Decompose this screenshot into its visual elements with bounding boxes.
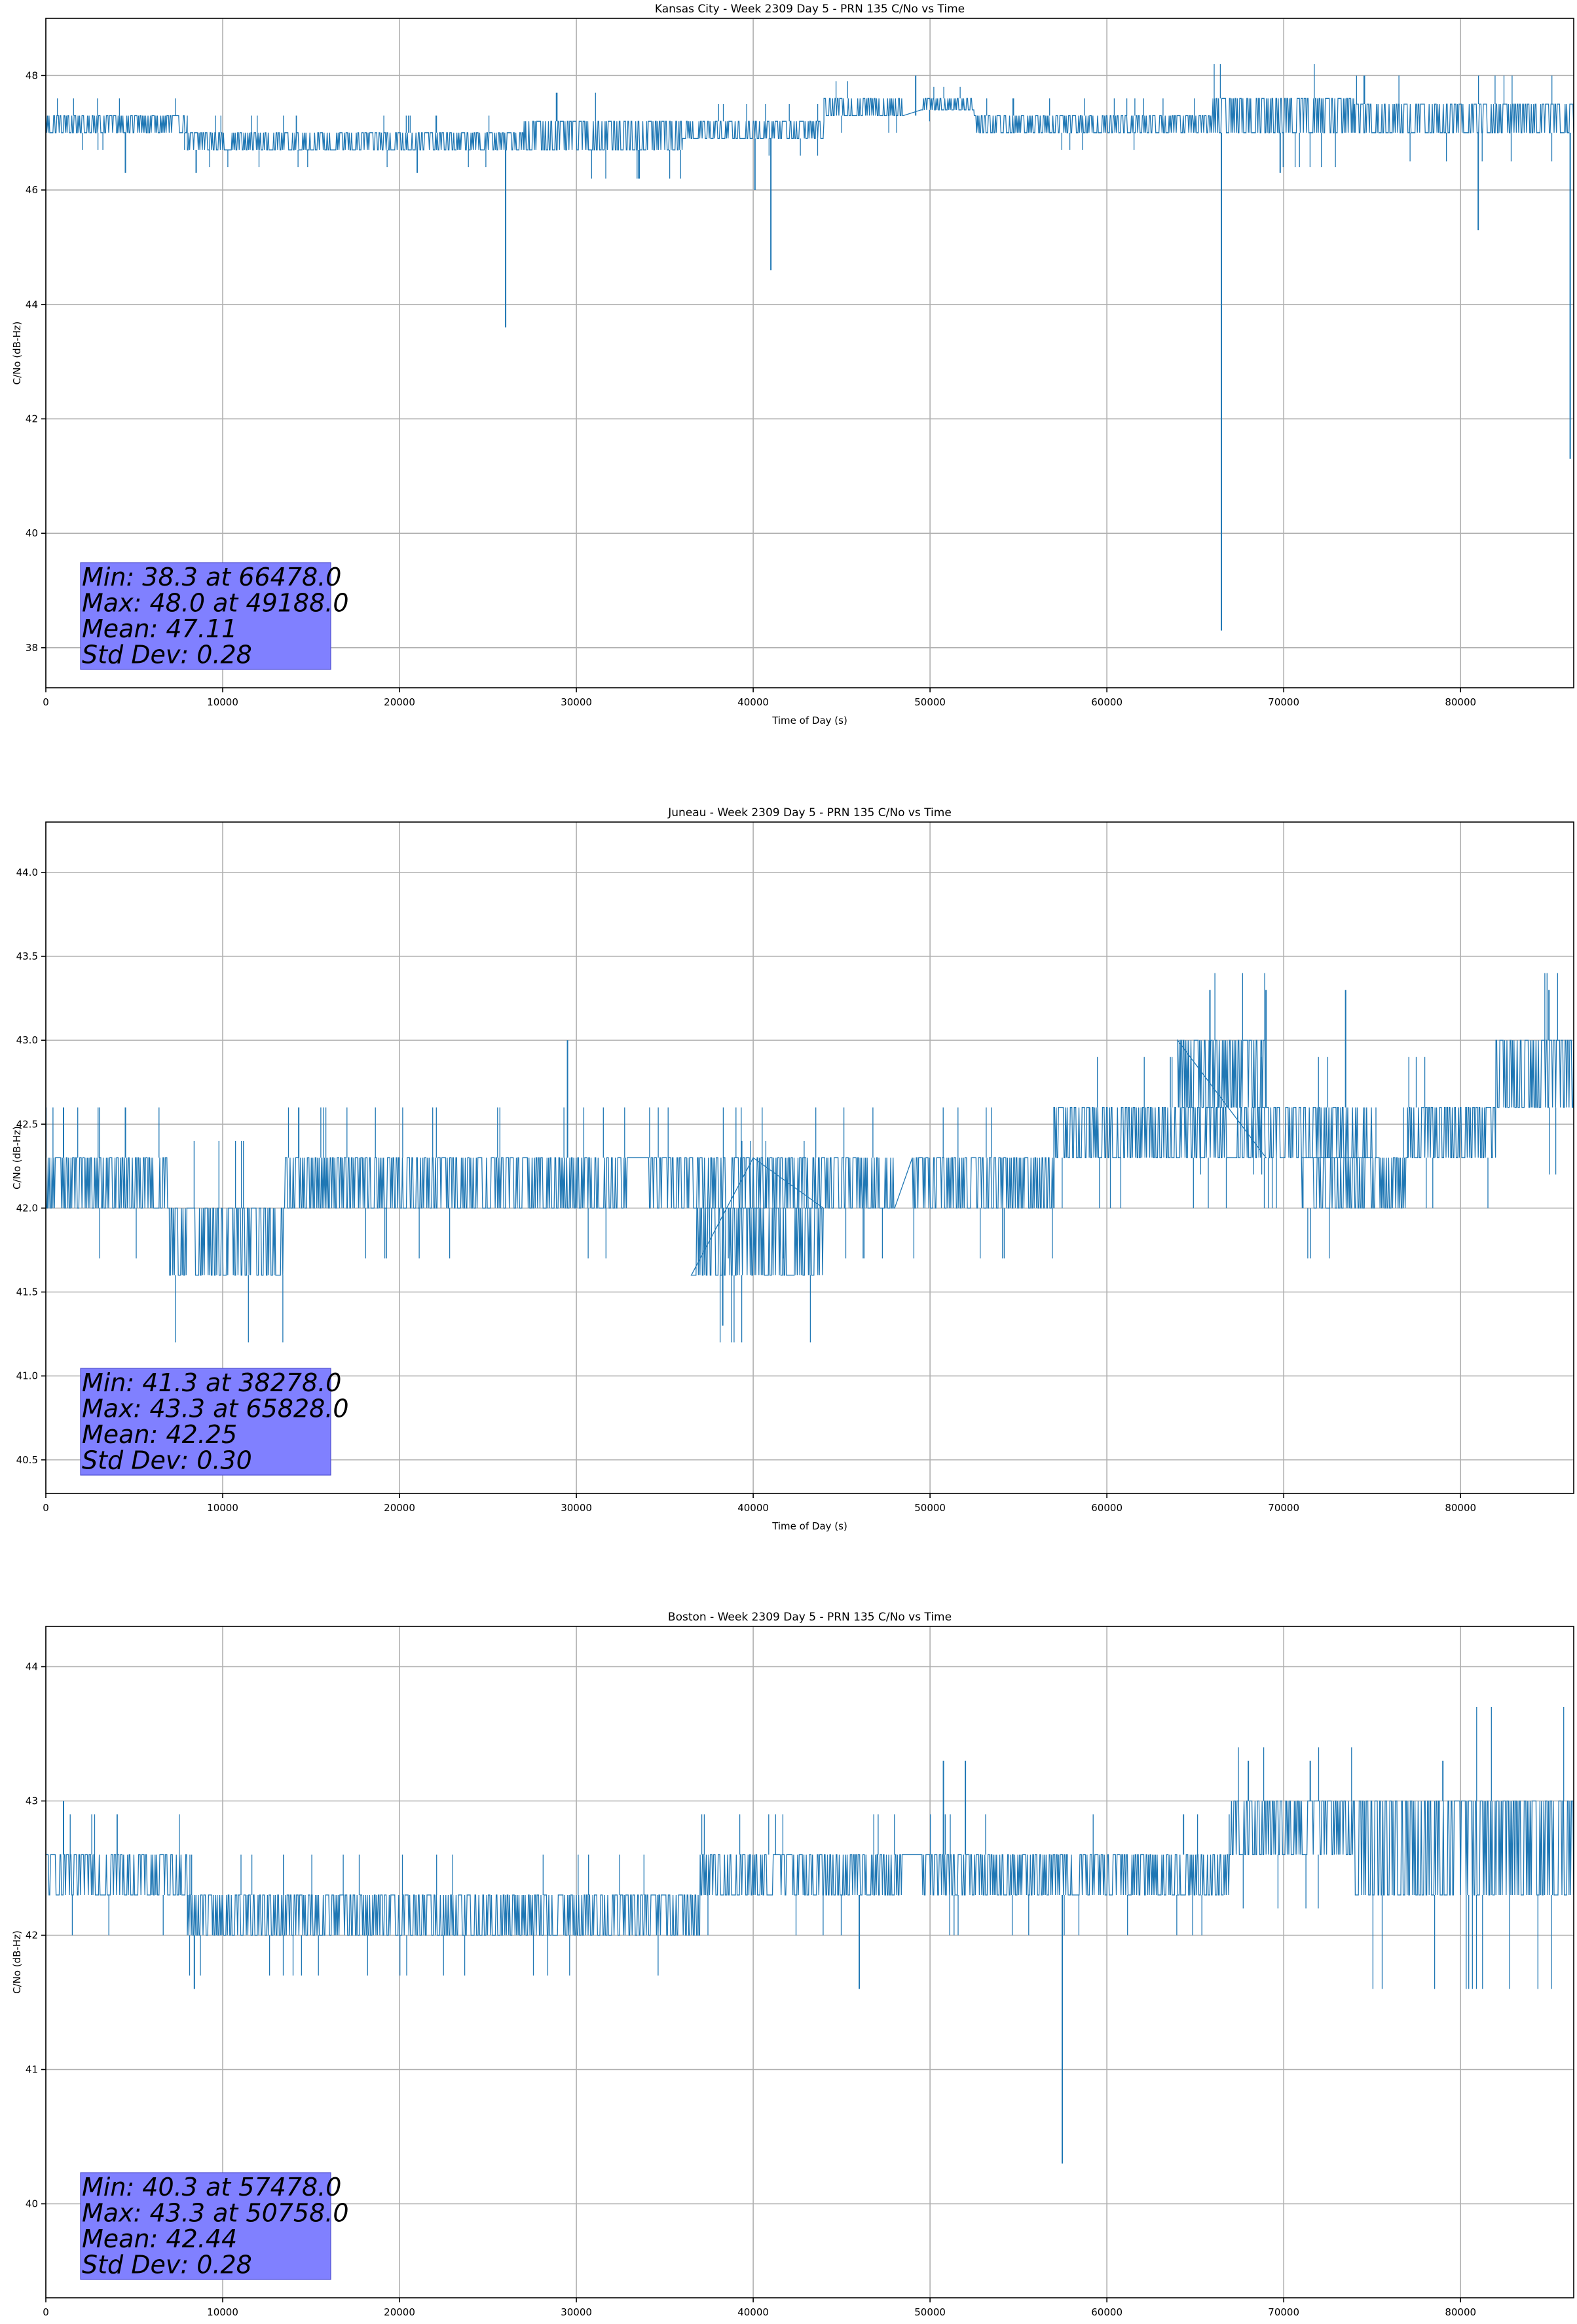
x-tick-label: 10000: [207, 2306, 238, 2318]
x-tick-label: 50000: [914, 2306, 946, 2318]
statistics-box-background: [80, 2172, 331, 2280]
cno-trace: [46, 1039, 1574, 1276]
y-tick-label: 42.5: [16, 1118, 38, 1130]
axes-frame: [45, 821, 1574, 1494]
axes-frame: [45, 18, 1574, 688]
stats-max: Max: 43.3 at 65828.0: [82, 1395, 349, 1423]
stats-max: Max: 43.3 at 50758.0: [82, 2199, 349, 2228]
x-tick-label: 20000: [384, 1502, 415, 1514]
x-tick-label: 50000: [914, 1502, 946, 1514]
cno-series: [46, 973, 1574, 1343]
x-tick-label: 40000: [737, 696, 769, 708]
axes-frame: [45, 1626, 1574, 2298]
x-tick-label: 0: [43, 2306, 49, 2318]
chart-title: Boston - Week 2309 Day 5 - PRN 135 C/No …: [668, 1611, 952, 1624]
cno-trace: [46, 98, 1574, 151]
x-tick-label: 80000: [1445, 1502, 1476, 1514]
y-tick-label: 41.5: [16, 1286, 38, 1298]
y-tick-label: 43: [26, 1795, 38, 1807]
chart-title: Kansas City - Week 2309 Day 5 - PRN 135 …: [655, 3, 965, 16]
chart-1: 0 10000 20000 30000 40000 50000 60000 70000 8000…: [11, 3, 1574, 726]
y-tick-label: 43.5: [16, 950, 38, 962]
x-tick-label: 30000: [561, 1502, 592, 1514]
y-tick-label: 44.0: [16, 867, 38, 878]
x-tick-label: 60000: [1091, 696, 1122, 708]
x-tick-label: 0: [43, 696, 49, 708]
y-tick-label: 44: [26, 299, 38, 310]
cno-series: [46, 1707, 1574, 2164]
x-tick-label: 80000: [1445, 2306, 1476, 2318]
cno-excursions: [56, 64, 1553, 179]
x-axis-label: Time of Day (s): [771, 1520, 847, 1532]
x-tick-label: 70000: [1268, 696, 1299, 708]
y-tick-label: 41.0: [16, 1370, 38, 1382]
x-tick-label: 30000: [561, 696, 592, 708]
y-tick-label: 42.0: [16, 1202, 38, 1214]
y-tick-label: 42: [26, 1930, 38, 1941]
stats-max: Max: 48.0 at 49188.0: [82, 589, 349, 618]
stats-std-dev: Std Dev: 0.30: [82, 1446, 252, 1475]
x-tick-label: 20000: [384, 2306, 415, 2318]
y-axis-label: C/No (dB-Hz): [11, 322, 23, 385]
x-tick-label: 60000: [1091, 2306, 1122, 2318]
x-tick-label: 0: [43, 1502, 49, 1514]
y-tick-label: 40.5: [16, 1454, 38, 1466]
chart-2: 0 10000 20000 30000 40000 50000 60000 70000 8000…: [11, 806, 1574, 1532]
x-axis-label: Time of Day (s): [771, 715, 847, 726]
cno-excursions: [69, 1707, 1565, 1989]
stats-min: Min: 41.3 at 38278.0: [82, 1368, 341, 1397]
cno-series: [46, 64, 1574, 631]
stats-mean: Mean: 47.11: [82, 614, 237, 643]
x-tick-label: 50000: [914, 696, 946, 708]
stats-min: Min: 38.3 at 66478.0: [82, 563, 341, 591]
y-axis-label: C/No (dB-Hz): [11, 1126, 23, 1190]
stats-min: Min: 40.3 at 57478.0: [82, 2173, 341, 2202]
statistics-box-background: [80, 562, 331, 670]
y-tick-label: 41: [26, 2064, 38, 2076]
x-tick-label: 10000: [207, 1502, 238, 1514]
chart-3: 0 10000 20000 30000 40000 50000 60000 70000 8000…: [11, 1611, 1574, 2318]
y-tick-label: 40: [26, 2198, 38, 2210]
y-tick-label: 48: [26, 69, 38, 81]
y-tick-label: 46: [26, 184, 38, 196]
stats-std-dev: Std Dev: 0.28: [82, 2251, 252, 2279]
y-axis-label: C/No (dB-Hz): [11, 1930, 23, 1994]
stats-mean: Mean: 42.25: [82, 1420, 237, 1449]
x-tick-label: 40000: [737, 2306, 769, 2318]
x-tick-label: 70000: [1268, 1502, 1299, 1514]
statistics-box-background: [80, 1368, 331, 1476]
cno-trace: [46, 1800, 1574, 1936]
x-tick-label: 80000: [1445, 696, 1476, 708]
stats-std-dev: Std Dev: 0.28: [82, 641, 252, 669]
cno-excursions: [46, 973, 1559, 1343]
y-tick-label: 38: [26, 642, 38, 654]
y-tick-label: 43.0: [16, 1034, 38, 1046]
chart-title: Juneau - Week 2309 Day 5 - PRN 135 C/No …: [667, 806, 952, 819]
x-tick-label: 20000: [384, 696, 415, 708]
x-tick-label: 40000: [737, 1502, 769, 1514]
x-tick-label: 70000: [1268, 2306, 1299, 2318]
x-tick-label: 10000: [207, 696, 238, 708]
y-tick-label: 44: [26, 1661, 38, 1673]
x-tick-label: 60000: [1091, 1502, 1122, 1514]
y-tick-label: 42: [26, 413, 38, 424]
stats-mean: Mean: 42.44: [82, 2224, 237, 2253]
y-tick-label: 40: [26, 527, 38, 539]
x-tick-label: 30000: [561, 2306, 592, 2318]
